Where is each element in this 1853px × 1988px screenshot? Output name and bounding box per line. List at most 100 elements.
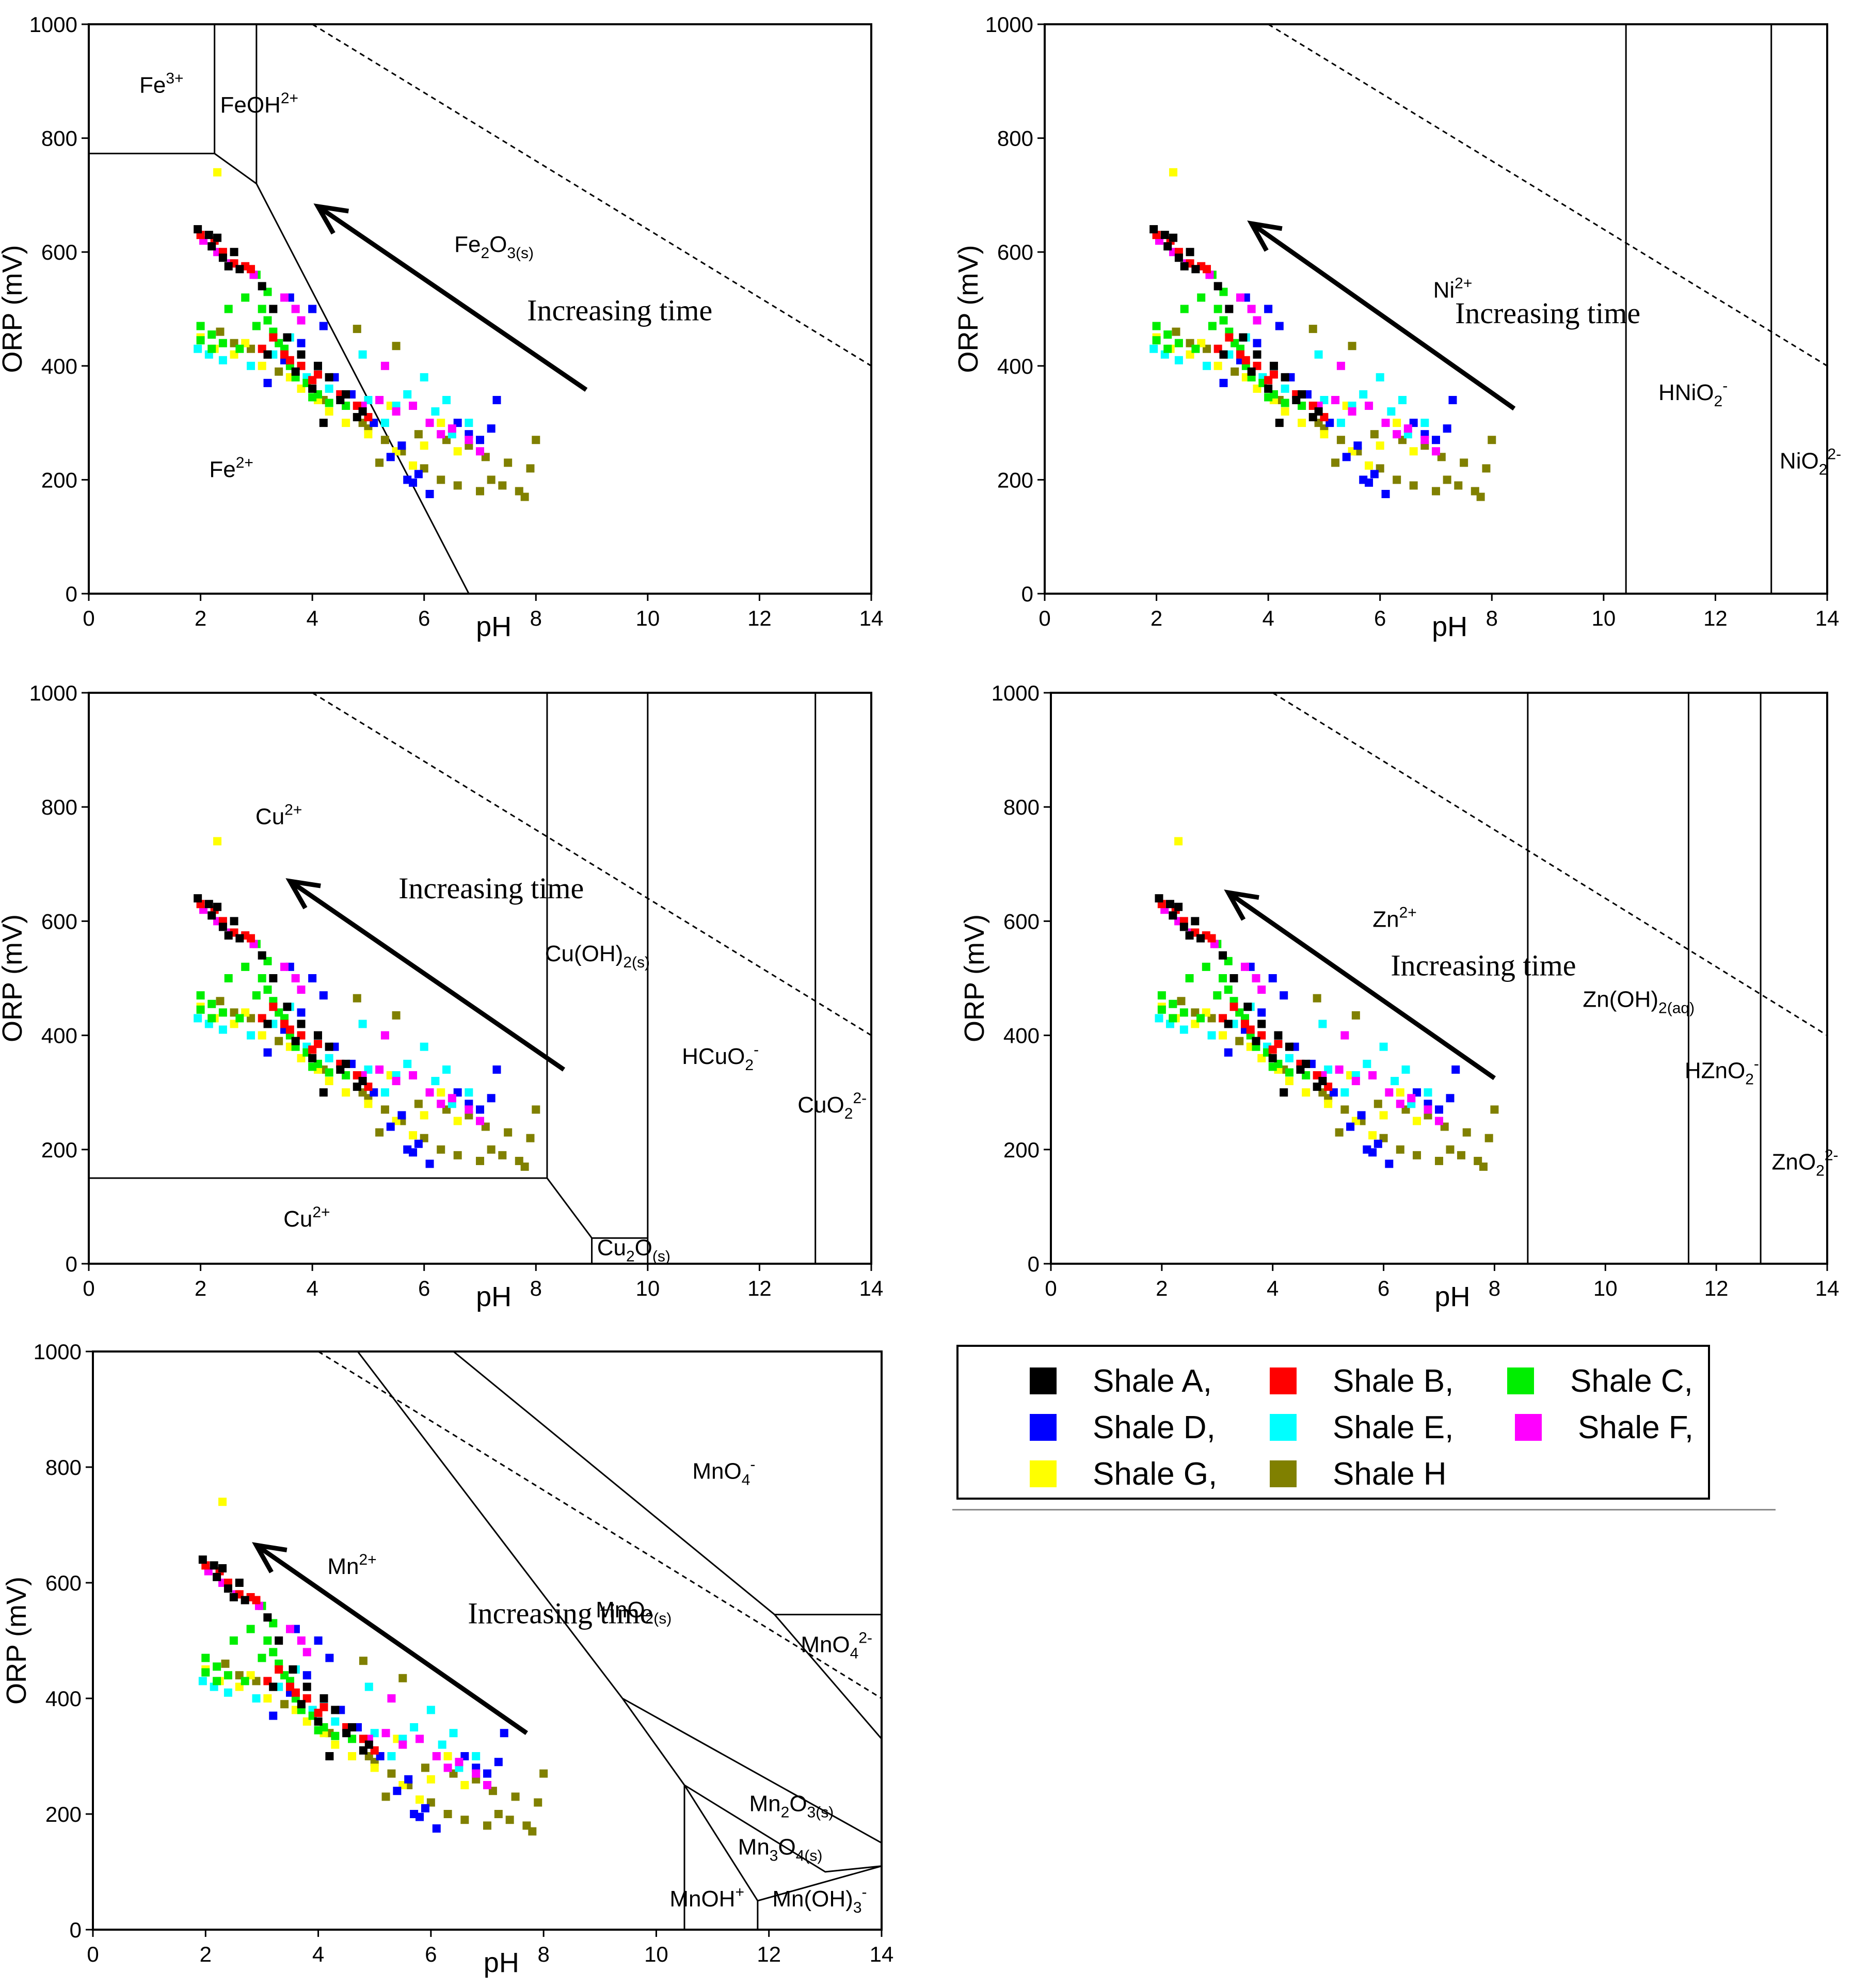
- point-shaleA-mn: [210, 1561, 218, 1570]
- point-shaleD-cu: [487, 1094, 496, 1103]
- point-shaleB-ni: [1236, 350, 1244, 359]
- point-shaleH-ni: [1393, 475, 1401, 484]
- point-shaleF-mn: [387, 1694, 396, 1703]
- y-tick-label-fe: 200: [41, 468, 77, 492]
- species-label-cu-3: HCuO2-: [682, 1041, 759, 1074]
- point-shaleH-cu: [380, 1105, 389, 1114]
- point-shaleH-cu: [392, 1011, 401, 1020]
- point-shaleB-fe: [280, 350, 289, 359]
- point-shaleC-fe: [325, 399, 333, 407]
- water-stability-line-mn: [317, 1351, 882, 1699]
- point-shaleF-cu: [380, 1031, 389, 1040]
- point-shaleG-zn: [1379, 1111, 1388, 1120]
- point-shaleG-mn: [443, 1752, 452, 1760]
- point-shaleH-cu: [476, 1156, 484, 1165]
- point-shaleD-fe: [476, 436, 484, 444]
- point-shaleH-fe: [392, 342, 401, 351]
- point-shaleE-ni: [1387, 407, 1396, 416]
- point-shaleA-fe: [319, 419, 328, 427]
- point-shaleE-fe: [325, 384, 333, 393]
- x-tick-label-mn: 8: [537, 1942, 549, 1966]
- y-axis-label-zn: ORP (mV): [959, 914, 990, 1042]
- point-shaleE-zn: [1179, 1025, 1188, 1034]
- point-shaleF-mn: [381, 1729, 390, 1738]
- point-shaleH-cu: [532, 1105, 540, 1114]
- point-shaleD-zn: [1368, 1148, 1377, 1157]
- point-shaleE-fe: [218, 356, 227, 364]
- y-tick-label-ni: 200: [997, 468, 1033, 492]
- water-stability-line-cu: [312, 693, 871, 1036]
- species-label-mn-2: MnO2(s): [596, 1597, 672, 1627]
- point-shaleF-fe: [448, 424, 456, 433]
- y-tick-label-fe: 800: [41, 126, 77, 151]
- point-shaleA-zn: [1196, 934, 1205, 943]
- point-shaleG-mn: [263, 1694, 272, 1703]
- point-shaleE-mn: [223, 1688, 232, 1697]
- legend-item-shaleH: Shale H: [1270, 1453, 1447, 1494]
- point-shaleF-mn: [297, 1636, 306, 1645]
- point-shaleD-zn: [1280, 991, 1288, 1000]
- y-axis-label-fe: ORP (mV): [0, 245, 28, 373]
- point-shaleC-zn: [1285, 1068, 1293, 1077]
- x-tick-label-mn: 12: [757, 1942, 781, 1966]
- point-shaleH-zn: [1479, 1162, 1488, 1171]
- point-shaleE-ni: [1359, 390, 1368, 399]
- point-shaleH-cu: [487, 1145, 496, 1154]
- y-axis-label-ni: ORP (mV): [953, 245, 984, 373]
- point-shaleE-fe: [465, 419, 473, 427]
- legend-item-shaleA: Shale A,: [1030, 1360, 1212, 1402]
- point-shaleH-ni: [1443, 475, 1451, 484]
- point-shaleH-fe: [504, 458, 513, 467]
- water-stability-line-fe: [312, 24, 871, 367]
- point-shaleE-ni: [1203, 361, 1211, 370]
- x-tick-label-ni: 6: [1374, 606, 1386, 630]
- point-shaleC-fe: [252, 322, 261, 330]
- species-label-fe-3: Fe2+: [209, 454, 253, 482]
- point-shaleC-mn: [223, 1671, 232, 1680]
- point-shaleG-zn: [1324, 1100, 1333, 1108]
- point-shaleH-zn: [1490, 1105, 1499, 1114]
- point-shaleG-fe: [213, 168, 222, 177]
- point-shaleA-cu: [308, 1054, 317, 1062]
- point-shaleA-cu: [353, 1083, 361, 1091]
- point-shaleA-zn: [1224, 1020, 1233, 1028]
- chart-zn: Increasing time Zn2+ Zn(OH)2(aq) HZnO2- ZnO2…: [959, 681, 1839, 1312]
- legend-swatch-shaleE: [1270, 1414, 1297, 1441]
- phase-boundary-fe-2: [255, 183, 470, 594]
- point-shaleD-mn: [483, 1769, 491, 1778]
- annotation-increasing-time-zn: Increasing time: [1391, 948, 1576, 982]
- point-shaleE-ni: [1281, 384, 1289, 393]
- point-shaleA-ni: [1247, 367, 1256, 376]
- point-shaleF-ni: [1236, 293, 1244, 302]
- point-shaleF-ni: [1253, 316, 1261, 325]
- point-shaleH-ni: [1488, 436, 1496, 444]
- point-shaleA-ni: [1219, 350, 1228, 359]
- point-shaleD-zn: [1357, 1111, 1366, 1120]
- point-shaleH-fe: [476, 487, 484, 496]
- species-label-zn-1: Zn(OH)2(aq): [1583, 987, 1695, 1016]
- point-shaleH-mn: [528, 1827, 537, 1836]
- point-shaleF-cu: [375, 1065, 384, 1074]
- point-shaleH-fe: [526, 464, 535, 473]
- x-tick-label-mn: 6: [425, 1942, 437, 1966]
- point-shaleE-ni: [1174, 356, 1183, 364]
- legend-label-shaleB: Shale B,: [1333, 1363, 1454, 1399]
- point-shaleD-mn: [404, 1775, 413, 1784]
- x-tick-label-mn: 0: [87, 1942, 99, 1966]
- y-tick-label-mn: 800: [45, 1455, 82, 1480]
- point-shaleF-ni: [1420, 436, 1429, 444]
- point-shaleH-ni: [1460, 458, 1468, 467]
- water-stability-line-ni: [1268, 24, 1827, 367]
- point-shaleD-zn: [1385, 1159, 1394, 1168]
- point-shaleF-zn: [1351, 1077, 1360, 1086]
- point-shaleC-mn: [201, 1668, 210, 1677]
- species-label-mn-1: MnO4-: [692, 1456, 755, 1488]
- point-shaleE-mn: [410, 1723, 419, 1731]
- y-tick-label-cu: 600: [41, 909, 77, 933]
- point-shaleD-cu: [409, 1148, 418, 1157]
- point-shaleF-zn: [1257, 985, 1266, 994]
- point-shaleA-ni: [1308, 413, 1317, 422]
- x-tick-label-fe: 8: [530, 606, 542, 630]
- legend-label-shaleH: Shale H: [1333, 1456, 1447, 1492]
